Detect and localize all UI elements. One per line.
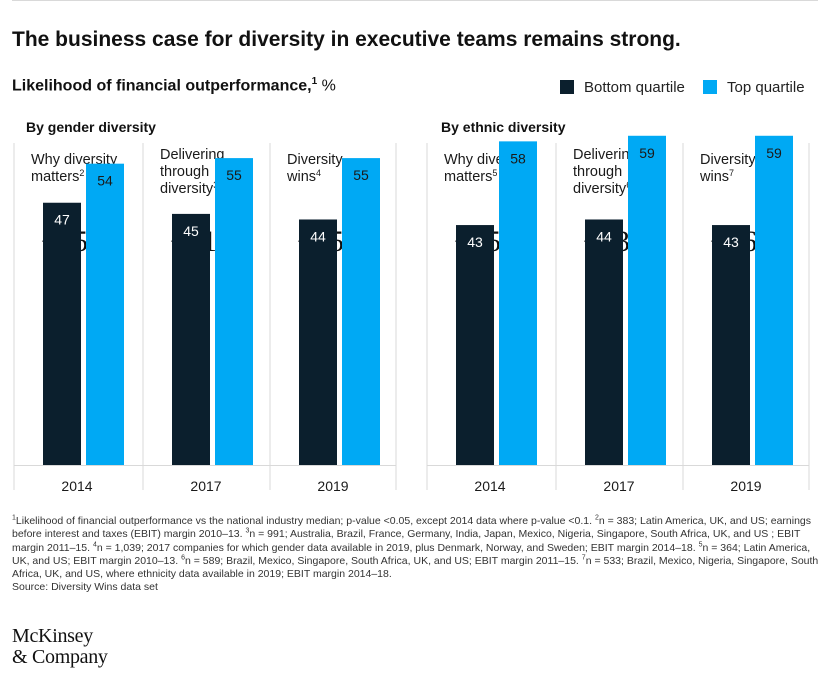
value-label-bottom: 45 — [183, 223, 199, 239]
study-name-line: wins4 — [286, 168, 321, 185]
legend-item-bottom-quartile: Bottom quartile — [560, 78, 685, 96]
footnote-mark: 4 — [92, 541, 97, 549]
value-label-bottom: 44 — [596, 228, 612, 244]
study-footnote-mark: 2 — [79, 168, 84, 178]
study-name-line: diversity6 — [573, 180, 631, 197]
study-name-line: Diversity — [287, 152, 343, 168]
value-label-top: 59 — [639, 145, 655, 161]
study-name-line: through — [160, 164, 209, 180]
study-name-line: Delivering — [160, 147, 224, 163]
footnote-text: 1Likelihood of financial outperformance … — [12, 514, 819, 581]
logo-line-2: & Company — [12, 646, 108, 668]
legend-swatch-bottom — [560, 80, 574, 94]
study-name-line: matters2 — [31, 168, 84, 185]
study-name-line: Diversity — [700, 152, 756, 168]
subtitle-text: Likelihood of financial outperformance, — [12, 77, 312, 95]
legend-item-top-quartile: Top quartile — [703, 78, 805, 96]
subtitle-unit: % — [317, 77, 336, 95]
year-label: 2019 — [317, 478, 348, 494]
footnotes: 1Likelihood of financial outperformance … — [12, 515, 820, 595]
year-label: 2014 — [474, 478, 505, 494]
bar-bottom-quartile — [43, 202, 81, 466]
group-label-ethnic: By ethnic diversity — [441, 119, 566, 135]
footnote-mark: 2 — [594, 514, 599, 522]
bar-top-quartile — [628, 135, 666, 465]
year-label: 2019 — [730, 478, 761, 494]
bar-chart: Why diversitymatters2+15%47542014Deliver… — [13, 135, 810, 494]
footnote-mark: 7 — [581, 554, 586, 562]
mckinsey-logo: McKinsey & Company — [12, 626, 108, 668]
study-footnote-mark: 5 — [492, 168, 497, 178]
value-label-top: 55 — [353, 167, 369, 183]
legend-label-bottom: Bottom quartile — [584, 78, 685, 96]
study-name-line: wins7 — [699, 168, 734, 185]
study-name-line: Delivering — [573, 147, 637, 163]
year-label: 2014 — [61, 478, 92, 494]
legend-swatch-top — [703, 80, 717, 94]
footnote-mark: 3 — [245, 527, 250, 535]
value-label-bottom: 43 — [723, 234, 739, 250]
legend-label-top: Top quartile — [727, 78, 805, 96]
study-footnote-mark: 4 — [316, 168, 321, 178]
value-label-top: 58 — [510, 150, 526, 166]
footnote-mark: 5 — [698, 541, 703, 549]
study-name-line: diversity3 — [160, 180, 218, 197]
bar-bottom-quartile — [172, 213, 210, 465]
year-label: 2017 — [603, 478, 634, 494]
page-title: The business case for diversity in execu… — [12, 28, 681, 51]
footnote-mark: 6 — [181, 554, 185, 562]
value-label-bottom: 43 — [467, 234, 483, 250]
bar-top-quartile — [755, 135, 793, 465]
group-label-gender: By gender diversity — [26, 119, 156, 135]
study-name-line: through — [573, 164, 622, 180]
bar-top-quartile — [342, 158, 380, 465]
study-name-line: matters5 — [444, 168, 497, 185]
bar-top-quartile — [499, 141, 537, 466]
bar-top-quartile — [215, 158, 253, 465]
top-rule — [12, 0, 818, 1]
subtitle-footnote-mark: 1 — [311, 76, 318, 87]
study-footnote-mark: 7 — [729, 168, 734, 178]
value-label-top: 59 — [766, 145, 782, 161]
value-label-bottom: 44 — [310, 228, 326, 244]
footnote-mark: 1 — [12, 514, 16, 522]
year-label: 2017 — [190, 478, 221, 494]
bar-bottom-quartile — [299, 219, 337, 465]
logo-line-1: McKinsey — [12, 625, 93, 647]
bar-bottom-quartile — [585, 219, 623, 465]
bar-bottom-quartile — [456, 225, 494, 465]
value-label-top: 54 — [97, 173, 113, 189]
source-line: Source: Diversity Wins data set — [12, 581, 158, 594]
chart-subtitle: Likelihood of financial outperformance,1… — [12, 76, 336, 95]
value-label-top: 55 — [226, 167, 242, 183]
value-label-bottom: 47 — [54, 212, 70, 228]
bar-bottom-quartile — [712, 225, 750, 465]
bar-top-quartile — [86, 163, 124, 465]
